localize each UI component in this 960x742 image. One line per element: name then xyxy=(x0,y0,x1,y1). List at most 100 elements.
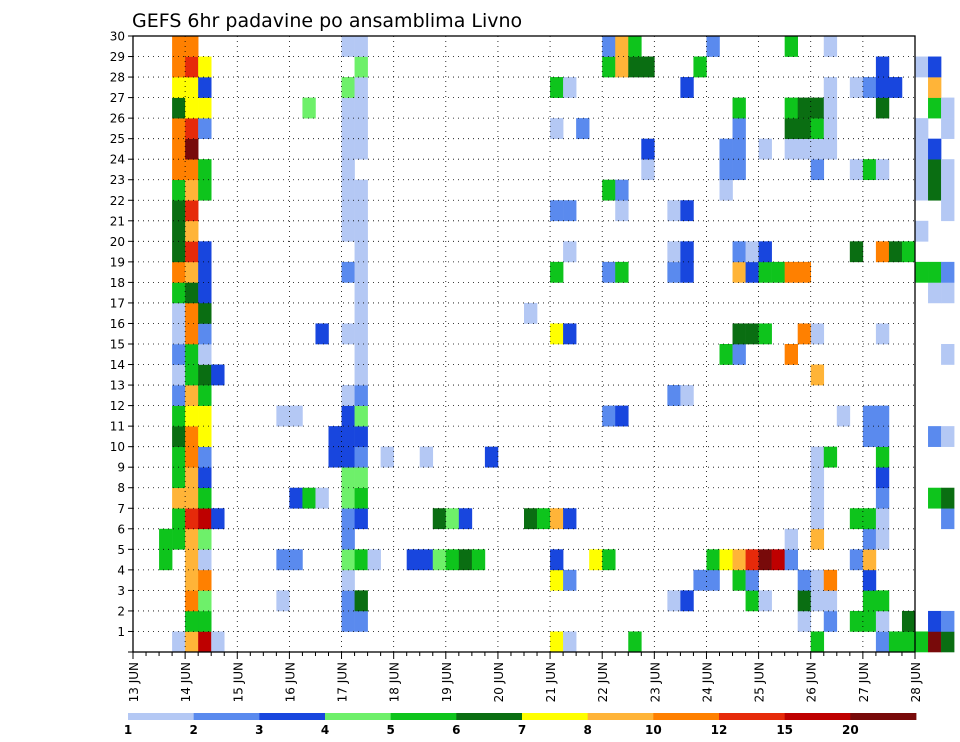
colorbar-label: 7 xyxy=(518,723,526,737)
heatmap-cell xyxy=(693,569,707,591)
heatmap-cell xyxy=(862,590,877,612)
heatmap-cell xyxy=(172,446,186,468)
y-tick-label: 26 xyxy=(110,112,125,126)
heatmap-cell xyxy=(185,487,199,509)
heatmap-cell xyxy=(771,261,785,283)
y-tick-label: 7 xyxy=(117,502,125,516)
heatmap-cell xyxy=(341,179,355,201)
heatmap-cell xyxy=(198,97,212,119)
heatmap-cell xyxy=(185,179,199,201)
heatmap-cell xyxy=(875,77,890,98)
x-tick-label: 19 JUN xyxy=(440,662,454,702)
heatmap-cell xyxy=(198,323,212,345)
heatmap-cell xyxy=(563,200,577,222)
heatmap-cell xyxy=(185,610,199,632)
heatmap-cell xyxy=(354,220,368,242)
heatmap-cell xyxy=(745,590,759,612)
y-tick-label: 12 xyxy=(110,399,125,413)
heatmap-cell xyxy=(172,159,186,181)
heatmap-cell xyxy=(797,261,812,283)
heatmap-cell xyxy=(928,97,942,119)
heatmap-cell xyxy=(667,241,681,263)
heatmap-cell xyxy=(198,282,212,304)
heatmap-cell xyxy=(185,261,199,283)
heatmap-cell xyxy=(810,323,825,345)
heatmap-cell xyxy=(928,631,942,653)
heatmap-cell xyxy=(915,631,929,653)
heatmap-cell xyxy=(928,610,942,632)
heatmap-cell xyxy=(341,200,355,222)
heatmap-cell xyxy=(198,405,212,427)
heatmap-cell xyxy=(849,159,864,181)
heatmap-cell xyxy=(198,159,212,181)
heatmap-cell xyxy=(198,467,212,489)
heatmap-cell xyxy=(836,405,851,427)
heatmap-cell xyxy=(354,610,368,632)
heatmap-cell xyxy=(888,631,903,653)
heatmap-cell xyxy=(276,405,290,427)
heatmap-cell xyxy=(810,569,825,591)
heatmap-cell xyxy=(172,487,186,509)
heatmap-cell xyxy=(615,56,629,78)
heatmap-cell xyxy=(550,200,564,222)
heatmap-cell xyxy=(888,241,903,263)
heatmap-cell xyxy=(185,36,199,57)
y-tick-label: 21 xyxy=(110,214,125,228)
heatmap-cell xyxy=(797,138,812,160)
heatmap-cell xyxy=(302,97,316,119)
heatmap-cell xyxy=(706,569,720,591)
heatmap-cell xyxy=(185,590,199,612)
heatmap-cell xyxy=(341,426,355,447)
heatmap-cell xyxy=(537,508,551,530)
dotted-grid xyxy=(133,36,915,652)
heatmap-cell xyxy=(172,467,186,489)
heatmap-cell xyxy=(732,569,746,591)
x-tick-label: 27 JUN xyxy=(857,662,871,702)
heatmap-cell xyxy=(354,364,368,386)
heatmap-cell xyxy=(915,118,929,139)
heatmap-cell xyxy=(928,77,942,98)
y-tick-label: 2 xyxy=(117,604,125,618)
heatmap-cell xyxy=(185,569,199,591)
heatmap-cell xyxy=(732,97,746,119)
heatmap-cell xyxy=(341,159,355,181)
y-tick-label: 17 xyxy=(110,296,125,310)
heatmap-cell xyxy=(810,364,825,386)
heatmap-cell xyxy=(367,549,381,571)
heatmap-cell xyxy=(823,118,838,139)
heatmap-cell xyxy=(172,138,186,160)
heatmap-cell xyxy=(941,97,955,119)
y-tick-label: 9 xyxy=(117,461,125,475)
heatmap-cell xyxy=(354,405,368,427)
heatmap-cell xyxy=(915,56,929,78)
heatmap-cell xyxy=(341,508,355,530)
heatmap-cell xyxy=(198,549,212,571)
heatmap-cell xyxy=(810,508,825,530)
heatmap-cell xyxy=(185,323,199,345)
heatmap-cell xyxy=(915,220,929,242)
heatmap-cell xyxy=(354,282,368,304)
heatmap-cell xyxy=(563,569,577,591)
heatmap-cell xyxy=(823,36,838,57)
heatmap-cell xyxy=(354,426,368,447)
heatmap-cell xyxy=(185,220,199,242)
heatmap-cell xyxy=(341,36,355,57)
heatmap-cell xyxy=(341,323,355,345)
heatmap-cell xyxy=(185,528,199,550)
heatmap-cell xyxy=(198,569,212,591)
heatmap-cell xyxy=(928,426,942,447)
heatmap-cells xyxy=(159,36,955,653)
heatmap-cell xyxy=(185,364,199,386)
heatmap-cell xyxy=(941,508,955,530)
heatmap-cell xyxy=(941,487,955,509)
heatmap-cell xyxy=(315,487,329,509)
colorbar-swatch xyxy=(653,713,720,720)
colorbar-swatch xyxy=(784,713,851,720)
x-tick-label: 13 JUN xyxy=(127,662,141,702)
heatmap-cell xyxy=(185,118,199,139)
heatmap-cell xyxy=(810,118,825,139)
y-tick-label: 19 xyxy=(110,255,125,269)
heatmap-cell xyxy=(784,549,798,571)
y-tick-label: 28 xyxy=(110,71,125,85)
heatmap-cell xyxy=(185,549,199,571)
